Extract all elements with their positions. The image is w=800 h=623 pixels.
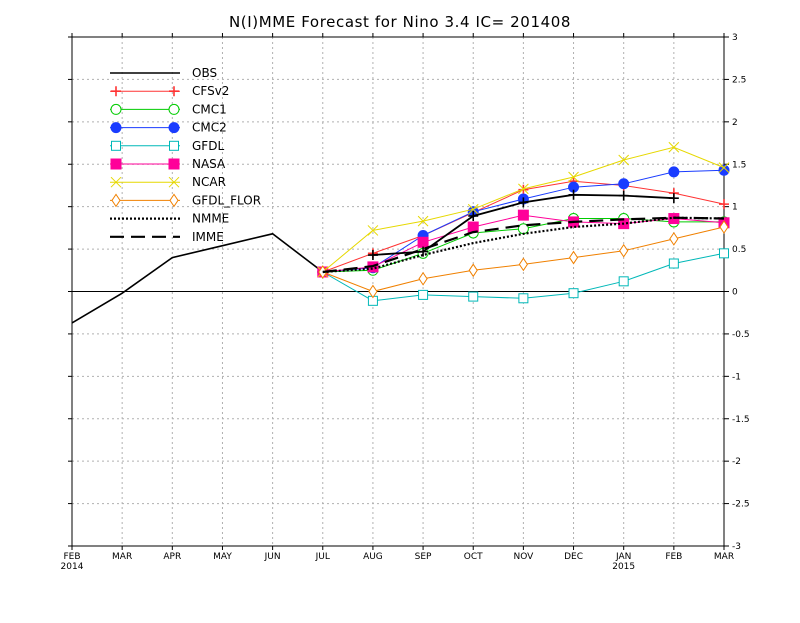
- data-point-cmc2: [668, 166, 680, 178]
- data-point-black-forecast: [668, 193, 679, 204]
- data-point-nasa: [417, 236, 429, 248]
- x-tick-label: AUG: [363, 552, 383, 562]
- legend-label-imme: IMME: [192, 230, 224, 244]
- y-tick-label: -3: [732, 542, 741, 552]
- legend-label-nasa: NASA: [192, 157, 226, 171]
- legend-marker-cfsv2: [169, 86, 179, 97]
- data-point-ncar: [568, 171, 579, 183]
- data-point-cfsv2: [719, 199, 729, 210]
- legend-marker-gfdl-flor: [169, 193, 179, 208]
- legend-marker-gfdl: [111, 140, 121, 151]
- data-point-cmc2: [718, 164, 730, 176]
- data-point-ncar: [417, 215, 429, 227]
- y-tick-label: -1: [732, 372, 741, 382]
- x-tick-label: JUN: [264, 552, 281, 562]
- data-point-gfdl: [518, 293, 529, 304]
- series-line-obs: [71, 232, 324, 324]
- y-tick-label: 0.5: [732, 245, 746, 255]
- data-point-black-forecast: [618, 190, 629, 201]
- data-point-gfdl-flor: [669, 232, 679, 246]
- data-point-black-forecast: [468, 210, 479, 221]
- data-point-gfdl: [568, 288, 579, 299]
- legend-label-gfdl: GFDL: [192, 139, 224, 153]
- legend-label-nmme: NMME: [192, 212, 229, 226]
- x-tick-label: JUL: [315, 552, 330, 562]
- data-point-gfdl-flor: [619, 243, 629, 258]
- data-point-gfdl-flor: [568, 250, 579, 265]
- data-point-ncar: [467, 203, 479, 215]
- x-year-label: 2015: [612, 562, 635, 572]
- legend-marker-cmc1: [168, 103, 180, 115]
- data-point-gfdl-flor: [719, 220, 729, 234]
- data-point-gfdl-flor: [318, 265, 328, 279]
- x-tick-label: FEB: [63, 552, 80, 562]
- data-point-gfdl: [719, 248, 729, 259]
- data-point-ncar: [668, 141, 680, 153]
- legend-marker-gfdl-flor: [111, 193, 121, 208]
- chart-title: N(I)MME Forecast for Nino 3.4 IC= 201408: [229, 13, 571, 31]
- legend-marker-cmc2: [110, 122, 122, 134]
- legend-marker-nasa: [168, 158, 180, 170]
- legend-marker-ncar: [168, 176, 180, 188]
- legend-marker-ncar: [110, 176, 122, 188]
- data-point-black-forecast: [367, 250, 378, 261]
- legend-label-obs: OBS: [192, 66, 217, 80]
- y-tick-label: 2.5: [732, 75, 746, 85]
- data-point-black-forecast: [518, 197, 529, 208]
- series-line-nmme: [322, 216, 725, 274]
- data-point-nasa: [517, 209, 529, 221]
- x-year-label: 2014: [61, 562, 84, 572]
- data-point-ncar: [618, 154, 630, 166]
- legend-label-cmc2: CMC2: [192, 121, 227, 135]
- y-tick-label: 1.5: [732, 160, 746, 170]
- x-tick-label: APR: [163, 552, 181, 562]
- y-tick-label: 0: [732, 288, 738, 298]
- series-line-imme: [322, 216, 725, 274]
- x-tick-label: DEC: [564, 552, 583, 562]
- legend-marker-cmc1: [110, 103, 122, 115]
- y-tick-label: -0.5: [732, 330, 750, 340]
- legend-marker-nasa: [110, 158, 122, 170]
- data-point-black-forecast: [418, 246, 429, 257]
- data-point-gfdl-flor: [518, 257, 528, 272]
- legend-marker-gfdl: [169, 140, 179, 151]
- legend-label-ncar: NCAR: [192, 175, 226, 189]
- data-point-gfdl-flor: [468, 263, 478, 278]
- x-tick-label: MAR: [714, 552, 734, 562]
- x-tick-label: JAN: [615, 552, 631, 562]
- data-point-gfdl-flor: [368, 284, 378, 299]
- x-tick-label: NOV: [513, 552, 534, 562]
- y-tick-label: -2.5: [732, 500, 750, 510]
- y-tick-label: 3: [732, 33, 738, 43]
- data-point-gfdl: [618, 276, 629, 287]
- y-tick-label: 2: [732, 118, 738, 128]
- legend-label-gfdl-flor: GFDL_FLOR: [192, 193, 261, 207]
- y-tick-label: 1: [732, 203, 738, 213]
- legend-marker-cfsv2: [111, 86, 121, 97]
- legend-label-cmc1: CMC1: [192, 102, 227, 116]
- data-point-gfdl: [418, 289, 429, 300]
- x-tick-label: MAR: [112, 552, 132, 562]
- data-point-gfdl-flor: [418, 271, 428, 286]
- data-point-gfdl: [668, 258, 679, 269]
- y-tick-label: -1.5: [732, 415, 750, 425]
- data-point-ncar: [367, 225, 379, 236]
- data-point-ncar: [518, 183, 529, 195]
- x-tick-label: OCT: [464, 552, 483, 562]
- x-tick-label: FEB: [665, 552, 682, 562]
- legend-marker-cmc2: [168, 122, 180, 134]
- data-point-black-forecast: [568, 189, 579, 200]
- x-tick-label: MAY: [213, 552, 232, 562]
- data-point-ncar: [718, 162, 730, 173]
- y-tick-label: -2: [732, 457, 741, 467]
- legend-label-cfsv2: CFSv2: [192, 84, 229, 98]
- data-point-cmc2: [618, 178, 630, 190]
- data-point-gfdl: [468, 291, 479, 302]
- data-point-cfsv2: [518, 184, 529, 195]
- x-tick-label: SEP: [415, 552, 432, 562]
